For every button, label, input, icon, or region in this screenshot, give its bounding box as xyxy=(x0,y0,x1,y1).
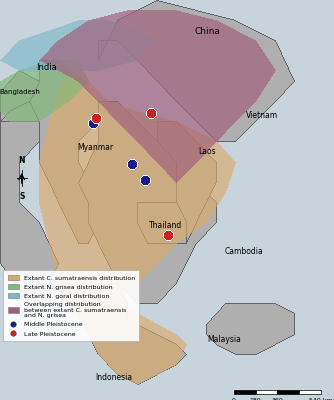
Text: China: China xyxy=(194,28,220,36)
Text: S: S xyxy=(19,192,24,201)
Text: Bangladesh: Bangladesh xyxy=(0,89,40,95)
Bar xyxy=(256,390,277,394)
Text: 180: 180 xyxy=(250,398,261,400)
Text: Myanmar: Myanmar xyxy=(77,144,113,152)
Text: 540 km: 540 km xyxy=(309,398,332,400)
Text: 0: 0 xyxy=(232,398,236,400)
Bar xyxy=(299,390,321,394)
Legend: Extant C. sumatraensis distribution, Extant N. grisea distribution, Extant N. go: Extant C. sumatraensis distribution, Ext… xyxy=(3,270,139,341)
Text: Malaysia: Malaysia xyxy=(207,336,241,344)
Bar xyxy=(234,390,256,394)
Text: Laos: Laos xyxy=(198,148,216,156)
Text: Vietnam: Vietnam xyxy=(246,112,278,120)
Text: N: N xyxy=(18,156,25,165)
Text: Indonesia: Indonesia xyxy=(95,374,132,382)
Text: 360: 360 xyxy=(271,398,283,400)
Text: Thailand: Thailand xyxy=(149,222,182,230)
Bar xyxy=(277,390,299,394)
Text: Cambodia: Cambodia xyxy=(224,248,263,256)
Text: India: India xyxy=(36,64,57,72)
